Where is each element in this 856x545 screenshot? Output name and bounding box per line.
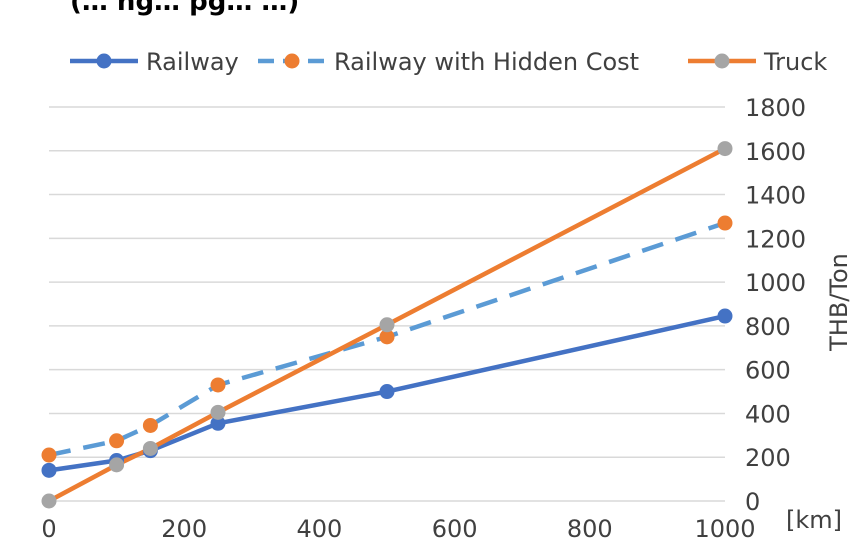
x-axis-ticks: 0 200 400 600 800 1000	[41, 515, 755, 543]
x-tick-label: 1000	[694, 515, 755, 543]
series-line-1	[48, 220, 726, 458]
y-tick-label: 600	[745, 357, 791, 385]
legend-marker	[714, 53, 730, 69]
data-point	[41, 462, 57, 478]
y-axis-ticks: 0 200 400 600 800 1000 1200 1400 1600 1800	[745, 94, 806, 516]
data-point	[210, 415, 226, 431]
x-tick-label: 800	[567, 515, 613, 543]
legend-marker	[284, 53, 300, 69]
y-tick-label: 1200	[745, 225, 806, 253]
y-tick-label: 1400	[745, 182, 806, 210]
data-point	[210, 377, 226, 393]
legend-label: Truck	[763, 48, 827, 76]
series-line-2	[46, 146, 728, 504]
data-point	[379, 317, 395, 333]
series-lines	[46, 146, 728, 504]
legend-marker	[96, 53, 112, 69]
data-point	[109, 457, 125, 473]
y-tick-label: 800	[745, 313, 791, 341]
data-point	[41, 493, 57, 509]
legend-label: Railway	[146, 48, 239, 76]
data-point	[142, 417, 158, 433]
data-point	[717, 308, 733, 324]
y-axis-label: THB/Ton	[825, 253, 853, 352]
series-line-0	[46, 313, 728, 473]
x-tick-label: 600	[432, 515, 478, 543]
y-tick-label: 200	[745, 444, 791, 472]
y-tick-label: 0	[745, 488, 760, 516]
series-markers	[41, 141, 733, 509]
chart-title: (… ng… pg… …)	[70, 0, 299, 17]
y-tick-label: 1800	[745, 94, 806, 122]
legend: Railway Railway with Hidden Cost Truck	[70, 48, 827, 76]
data-point	[717, 215, 733, 231]
y-tick-label: 1600	[745, 138, 806, 166]
legend-label: Railway with Hidden Cost	[334, 48, 639, 76]
data-point	[210, 404, 226, 420]
data-point	[41, 447, 57, 463]
y-tick-label: 400	[745, 400, 791, 428]
x-axis-label: [km]	[786, 506, 842, 534]
x-tick-label: 400	[296, 515, 342, 543]
x-tick-label: 200	[161, 515, 207, 543]
data-point	[379, 384, 395, 400]
data-point	[142, 440, 158, 456]
data-point	[109, 433, 125, 449]
data-point	[379, 329, 395, 345]
y-tick-label: 1000	[745, 269, 806, 297]
data-point	[717, 141, 733, 157]
x-tick-label: 0	[41, 515, 56, 543]
